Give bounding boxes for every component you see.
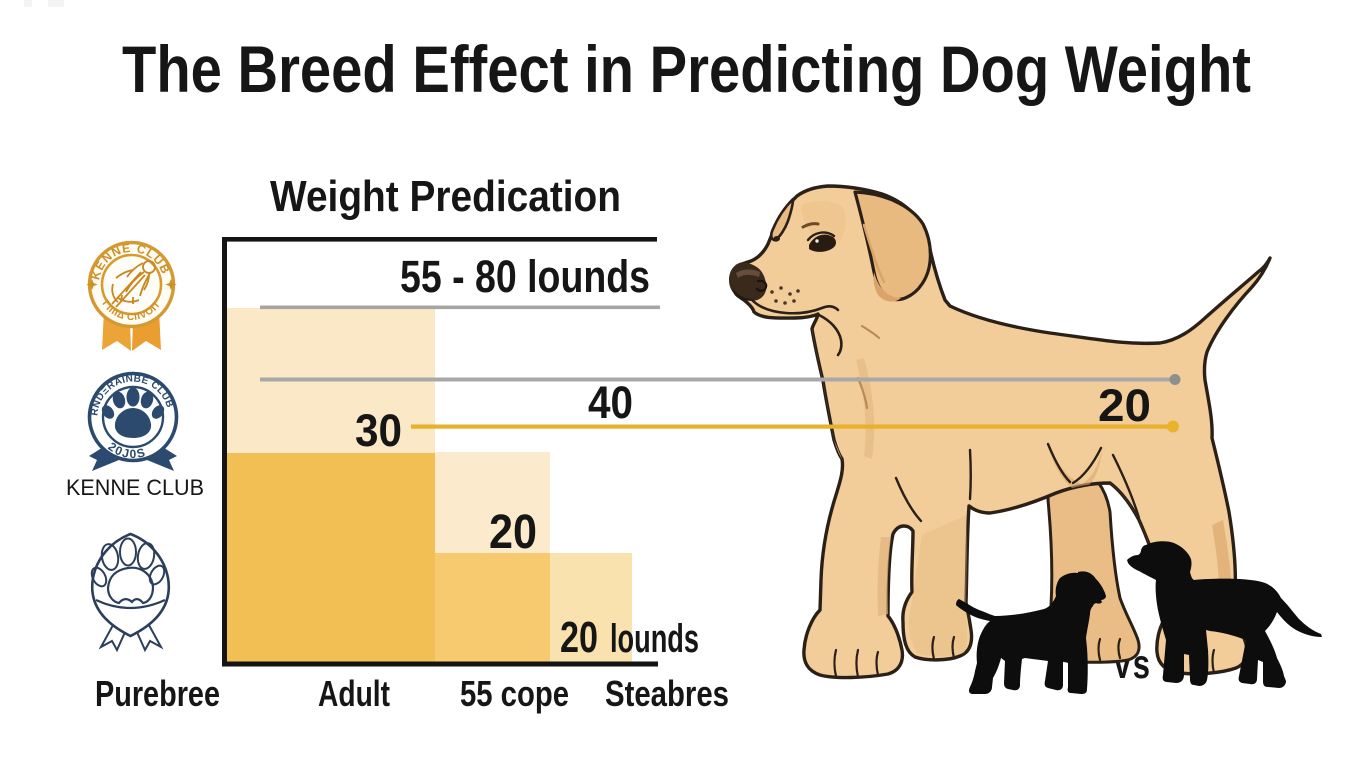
svg-text:Weight Predication: Weight Predication [270, 172, 621, 221]
svg-text:The Breed Effect in Predicting: The Breed Effect in Predicting Dog Weigh… [122, 32, 1251, 106]
svg-text:20: 20 [1098, 380, 1151, 431]
svg-text:40: 40 [588, 377, 633, 428]
svg-text:20: 20 [560, 613, 598, 662]
svg-text:KENNE CLUB: KENNE CLUB [66, 475, 204, 500]
svg-text:lounds: lounds [610, 617, 699, 661]
svg-text:Purebree: Purebree [95, 673, 220, 714]
svg-text:Steabres: Steabres [605, 673, 729, 714]
svg-text:55 - 80 lounds: 55 - 80 lounds [400, 251, 650, 302]
svg-text:55 cope: 55 cope [460, 673, 569, 714]
svg-text:20: 20 [489, 506, 537, 559]
svg-text:Adult: Adult [318, 673, 390, 714]
svg-text:30: 30 [355, 405, 402, 456]
